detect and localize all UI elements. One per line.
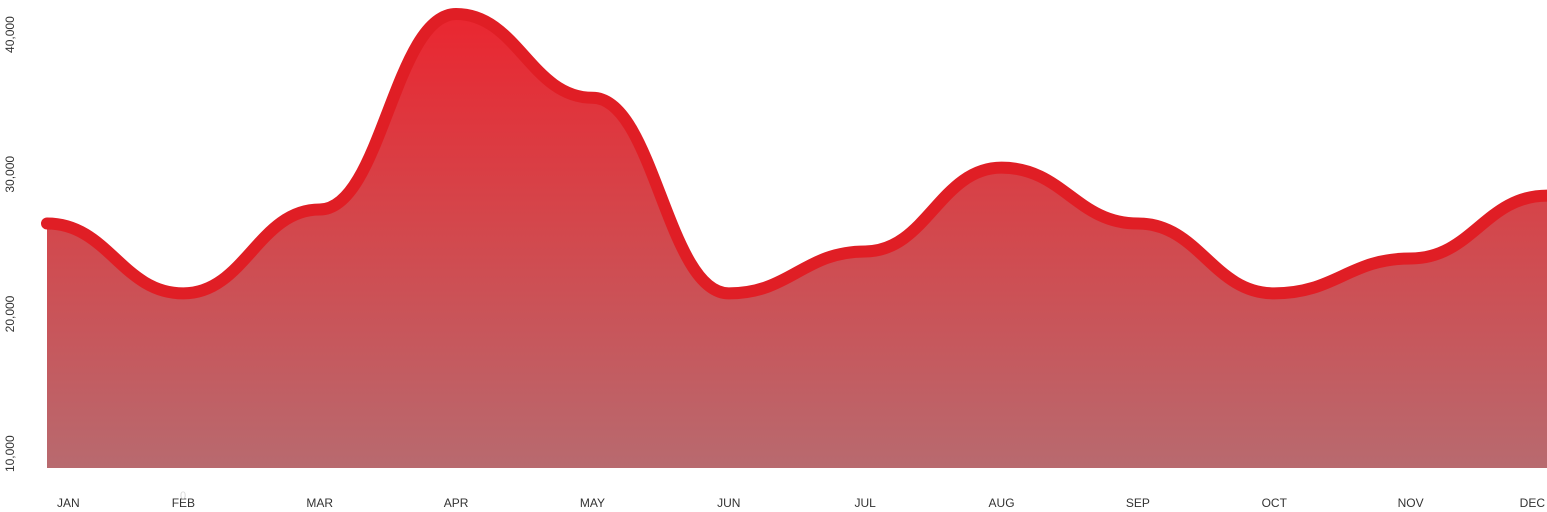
x-tick-apr: APR — [444, 496, 469, 510]
x-tick-feb: FEB — [172, 496, 195, 510]
area-fill — [47, 13, 1547, 468]
x-tick-aug: AUG — [989, 496, 1015, 510]
y-tick-40000: 40,000 — [3, 16, 17, 53]
x-tick-sep: SEP — [1126, 496, 1150, 510]
x-tick-jul: JUL — [855, 496, 877, 510]
x-tick-oct: OCT — [1262, 496, 1288, 510]
x-tick-dec: DEC — [1520, 496, 1546, 510]
line-layer — [41, 7, 1547, 300]
x-tick-jun: JUN — [717, 496, 740, 510]
x-tick-nov: NOV — [1398, 496, 1424, 510]
stray-zero-label: 0 — [180, 490, 186, 502]
series-line — [41, 7, 1547, 300]
area-layer — [47, 13, 1547, 468]
x-axis: JAN FEB MAR APR MAY JUN JUL AUG SEP OCT NOV DEC — [57, 496, 1545, 510]
y-tick-30000: 30,000 — [3, 156, 17, 193]
x-tick-may: MAY — [580, 496, 605, 510]
y-tick-10000: 10,000 — [3, 435, 17, 472]
x-tick-mar: MAR — [306, 496, 333, 510]
x-tick-jan: JAN — [57, 496, 80, 510]
y-axis: 10,000 20,000 30,000 40,000 — [3, 16, 17, 472]
y-tick-20000: 20,000 — [3, 295, 17, 332]
